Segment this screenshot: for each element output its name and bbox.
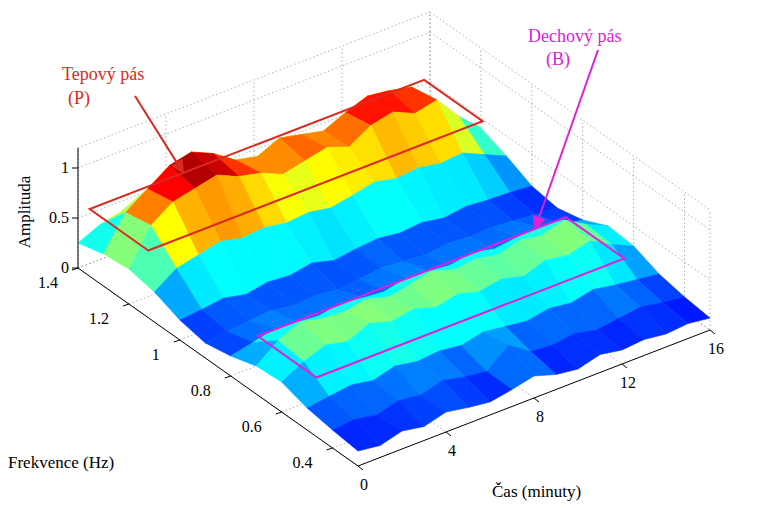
y-tick-label: 1 [152,346,160,363]
annotation-arrow [535,50,598,229]
annotation-box [258,217,625,377]
annotation-arrow [135,96,183,173]
y-axis-title: Frekvence (Hz) [8,453,114,472]
annotation-label: (P) [68,88,90,109]
annotation-label: (B) [546,49,570,70]
x-axis-title: Čas (minuty) [492,482,581,501]
y-tick [123,304,129,306]
z-tick [72,218,78,219]
annotations: Tepový pás (P) Dechový pás (B) [62,26,624,378]
z-tick [72,168,78,169]
chart: 00.510.40.60.811.21.40481216AmplitudaFre… [0,0,758,508]
y-tick [225,376,231,378]
y-tick [276,412,282,414]
annotation-box [90,80,483,251]
y-tick-label: 0.6 [242,418,262,435]
x-tick-label: 16 [708,340,724,357]
x-tick [534,398,539,402]
x-tick-label: 12 [620,374,636,391]
x-tick-label: 8 [536,408,544,425]
y-tick [327,448,333,450]
grid [78,12,710,466]
x-tick [710,330,715,334]
z-tick-label: 0 [61,259,69,276]
grid-line [684,192,685,312]
y-tick-label: 0.4 [293,454,313,471]
tick-labels: 00.510.40.60.811.21.40481216 [38,159,724,493]
y-tick-label: 1.2 [89,310,109,327]
x-axis-line [358,330,710,466]
x-tick [358,466,363,470]
axis-titles: Amplituda Frekvence (Hz) Čas (minuty) [8,175,581,501]
surface-cell [333,420,380,452]
x-tick [622,364,627,368]
grid-line [333,312,685,448]
y-tick-label: 1.4 [38,274,58,291]
frame-edge [430,12,710,210]
y-tick [174,340,180,342]
z-axis-title: Amplituda [15,175,34,248]
grid-line [430,32,710,230]
y-tick-label: 0.8 [191,382,211,399]
annotation-text: Dechový pás [528,26,621,46]
annotation-text: Tepový pás [62,64,144,84]
surface [78,87,710,451]
y-tick [72,268,78,270]
x-tick-label: 0 [360,476,368,493]
surface-cell [154,269,201,321]
frame-edge [710,210,711,330]
y-axis-line [78,268,358,466]
axes [72,148,715,470]
x-tick-label: 4 [448,442,456,459]
z-tick-label: 0.5 [49,209,69,226]
grid-line [430,82,710,280]
grid-line [78,148,79,268]
x-tick [446,432,451,436]
z-axis-line [78,148,79,268]
z-tick-label: 1 [61,159,69,176]
